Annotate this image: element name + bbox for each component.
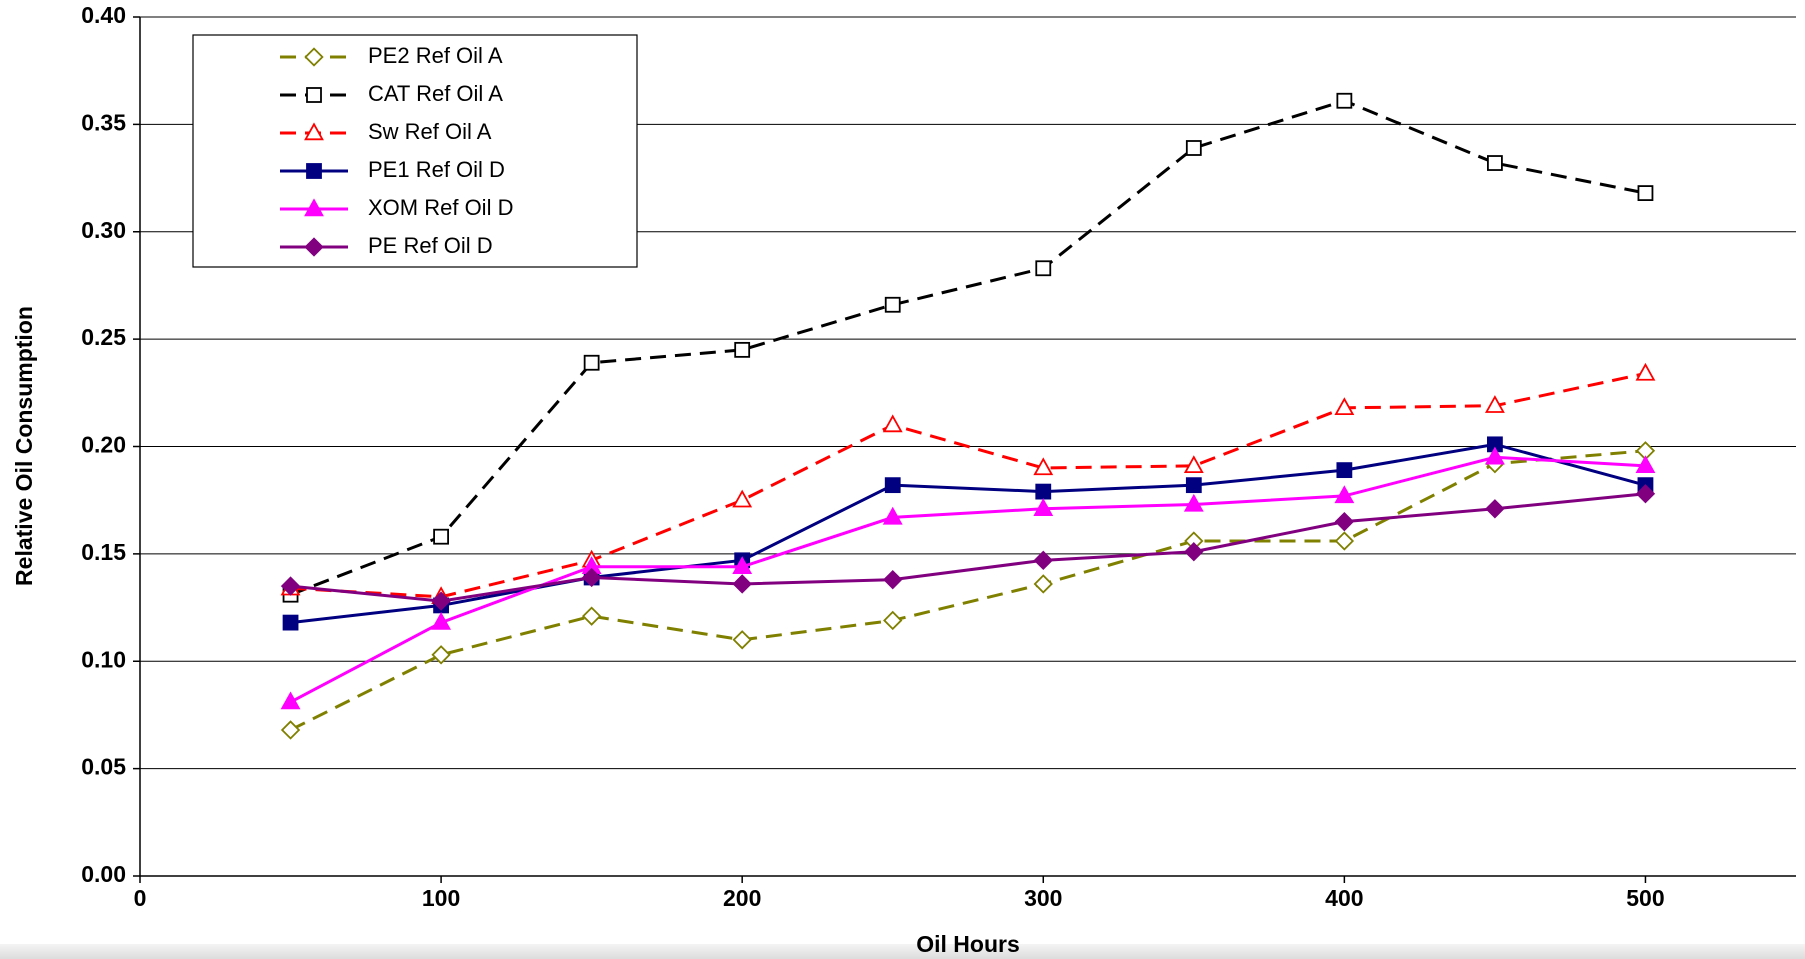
legend-item: PE Ref Oil D xyxy=(280,233,493,258)
y-tick-label: 0.30 xyxy=(81,217,126,243)
marker xyxy=(732,574,752,594)
marker xyxy=(1033,574,1053,594)
y-axis-title: Relative Oil Consumption xyxy=(11,306,37,586)
marker xyxy=(882,414,903,433)
marker xyxy=(431,591,451,611)
marker xyxy=(1185,477,1202,494)
legend-label: PE Ref Oil D xyxy=(368,233,493,258)
marker xyxy=(1033,457,1054,476)
series xyxy=(280,362,1656,605)
marker xyxy=(1336,462,1353,479)
marker xyxy=(883,610,903,631)
grid: 0.00 0.05 0.10 0.15 0.20 0.25 0.30 0.35 0.40 0 100… xyxy=(81,2,1796,911)
y-tick-label: 0.25 xyxy=(81,324,126,350)
y-tick-label: 0.40 xyxy=(81,2,126,28)
series-line xyxy=(290,99,1646,597)
marker xyxy=(882,506,903,525)
legend-label: PE2 Ref Oil A xyxy=(368,43,503,68)
marker xyxy=(1334,531,1355,551)
legend-label: Sw Ref Oil A xyxy=(368,119,492,144)
legend-marker xyxy=(304,122,324,141)
series-line xyxy=(290,442,1646,625)
legend-marker xyxy=(304,237,324,257)
y-tick-label: 0.05 xyxy=(81,754,126,780)
series-line xyxy=(289,455,1646,704)
plot-area xyxy=(280,92,1656,740)
bottom-band xyxy=(0,944,1805,959)
marker xyxy=(1334,511,1355,532)
marker xyxy=(734,341,751,358)
marker xyxy=(431,611,452,630)
legend-item: CAT Ref Oil A xyxy=(280,81,503,106)
marker xyxy=(732,489,753,508)
legend-marker xyxy=(304,47,324,67)
series-line xyxy=(290,372,1646,599)
marker xyxy=(581,567,602,588)
marker xyxy=(1035,260,1052,277)
marker xyxy=(732,630,752,650)
marker xyxy=(883,569,903,590)
legend-label: PE1 Ref Oil D xyxy=(368,157,505,182)
marker xyxy=(1183,493,1204,512)
legend-label: CAT Ref Oil A xyxy=(368,81,503,106)
marker xyxy=(583,354,600,371)
legend-marker xyxy=(304,198,324,217)
x-tick-label: 300 xyxy=(1024,885,1062,911)
marker xyxy=(1183,455,1204,474)
legend-item: PE1 Ref Oil D xyxy=(280,157,505,182)
series-line xyxy=(289,449,1646,732)
x-tick-label: 100 xyxy=(422,885,460,911)
marker xyxy=(282,614,299,631)
legend-marker xyxy=(306,163,322,179)
y-tick-label: 0.35 xyxy=(81,109,126,135)
marker xyxy=(1185,140,1202,156)
marker xyxy=(1635,484,1656,504)
legend-item: Sw Ref Oil A xyxy=(280,119,492,144)
marker xyxy=(1635,362,1656,381)
marker xyxy=(1033,550,1053,570)
marker xyxy=(280,691,301,710)
series xyxy=(280,441,1656,740)
series-line xyxy=(290,492,1646,603)
y-tick-label: 0.20 xyxy=(81,432,126,458)
marker xyxy=(280,576,301,596)
marker xyxy=(581,606,602,626)
marker xyxy=(732,556,753,574)
marker xyxy=(433,528,449,545)
marker xyxy=(884,296,901,313)
x-tick-label: 400 xyxy=(1325,885,1363,911)
legend-label: XOM Ref Oil D xyxy=(368,195,513,220)
marker xyxy=(1336,92,1353,109)
legend: PE2 Ref Oil A CAT Ref Oil A Sw Ref Oil A PE… xyxy=(192,34,638,268)
marker xyxy=(1484,446,1505,465)
series xyxy=(280,446,1656,710)
marker xyxy=(1035,483,1052,500)
marker xyxy=(431,645,451,665)
legend-item: PE2 Ref Oil A xyxy=(280,43,503,68)
marker xyxy=(1484,395,1505,413)
x-tick-label: 0 xyxy=(134,885,147,911)
series xyxy=(280,484,1656,611)
marker xyxy=(1485,499,1505,519)
legend-item: XOM Ref Oil D xyxy=(280,195,513,220)
marker xyxy=(1334,397,1355,416)
marker xyxy=(1033,498,1054,516)
x-tick-label: 500 xyxy=(1626,885,1664,911)
marker xyxy=(1487,155,1503,171)
legend-box xyxy=(192,34,638,268)
x-axis-title: Oil Hours xyxy=(916,931,1020,957)
marker xyxy=(1184,542,1204,562)
y-tick-label: 0.15 xyxy=(81,539,126,565)
marker xyxy=(1635,455,1656,474)
marker xyxy=(280,720,301,740)
y-tick-label: 0.10 xyxy=(81,646,126,672)
legend-marker xyxy=(306,87,322,103)
y-tick-label: 0.00 xyxy=(81,861,126,887)
marker xyxy=(1637,185,1654,201)
marker xyxy=(884,477,901,494)
x-tick-label: 200 xyxy=(723,885,761,911)
marker xyxy=(1334,485,1355,504)
